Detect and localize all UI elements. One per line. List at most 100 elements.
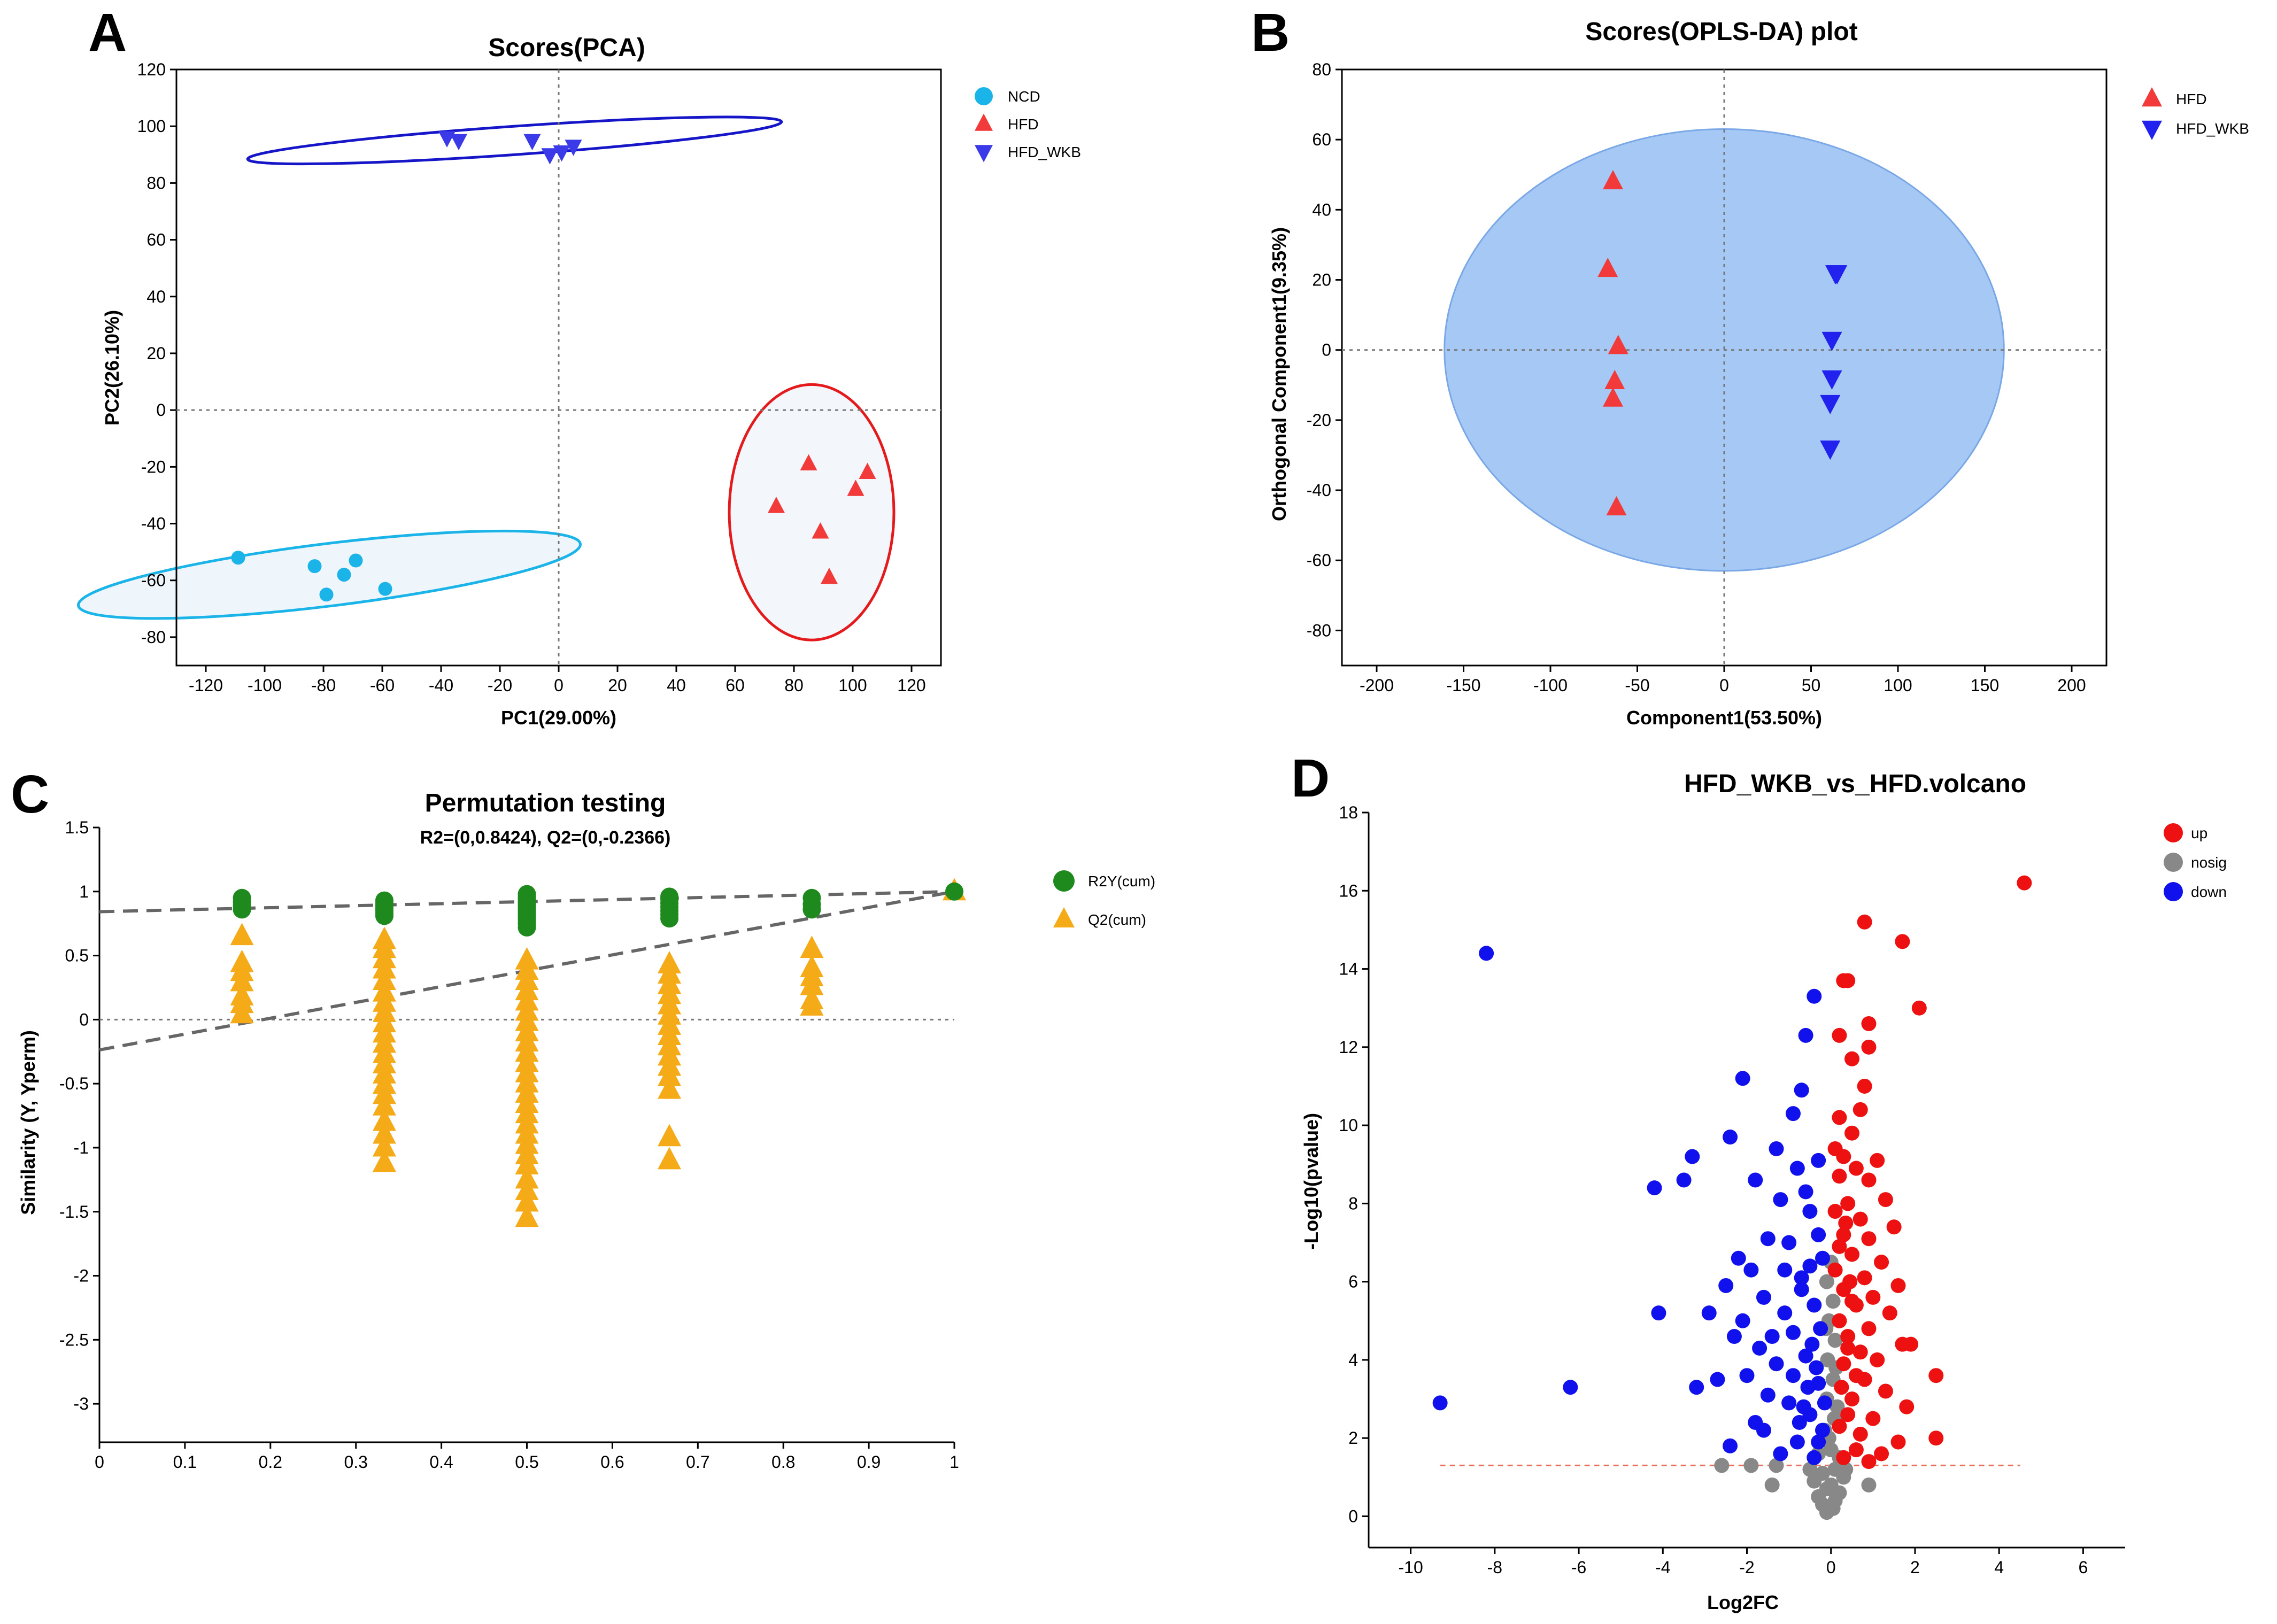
y-tick-label: -0.5 (59, 1074, 89, 1093)
x-tick-label: 2 (1910, 1558, 1920, 1577)
data-point (515, 1204, 539, 1227)
y-tick-label: -3 (74, 1394, 89, 1413)
data-point (1811, 1434, 1826, 1450)
pca-scores-chart: Scores(PCA) PC1(29.00%) PC2(26.10%) -120 -10… (76, 34, 1081, 729)
data-point (1701, 1305, 1717, 1321)
data-point (1802, 1461, 1818, 1477)
data-point (1823, 1477, 1839, 1492)
data-point (1821, 331, 1842, 351)
data-point (1853, 1211, 1868, 1227)
data-point (1827, 1333, 1843, 1348)
data-point (1815, 1250, 1830, 1266)
data-point (1832, 1169, 1847, 1184)
data-point (1836, 1450, 1851, 1465)
data-point (1604, 369, 1625, 389)
x-tick-label: 0 (554, 676, 564, 695)
y-tick-label: 8 (1348, 1194, 1358, 1213)
y-tick-label: 6 (1348, 1272, 1358, 1292)
data-point (1895, 934, 1910, 949)
data-point (1857, 1078, 1872, 1094)
x-tick-label: 0.4 (429, 1452, 453, 1472)
x-tick-label: 40 (667, 676, 686, 695)
data-point (1832, 1313, 1847, 1328)
data-point (1857, 914, 1872, 930)
data-point (1785, 1368, 1801, 1383)
data-point (1802, 1204, 1818, 1219)
y-tick-label: 20 (146, 344, 166, 363)
data-point (349, 553, 363, 568)
data-point (1777, 1305, 1793, 1321)
data-point (1710, 1372, 1725, 1387)
data-point (1825, 1294, 1841, 1309)
data-point (1861, 1172, 1877, 1188)
x-tick-label: -100 (1533, 676, 1568, 695)
data-point (1563, 1380, 1578, 1395)
data-point (319, 587, 334, 602)
legend-label: down (2191, 884, 2227, 900)
data-point (1890, 1278, 1906, 1293)
data-point (515, 1189, 539, 1212)
data-point (515, 1166, 539, 1189)
chart-title: HFD_WKB_vs_HFD.volcano (1684, 770, 2026, 798)
data-point (1840, 1196, 1856, 1211)
data-point (1603, 387, 1623, 407)
legend-marker (2164, 853, 2183, 872)
x-axis-label: PC1(29.00%) (501, 707, 616, 729)
data-point (515, 1152, 539, 1174)
data-point (1608, 335, 1628, 354)
x-tick-label: -50 (1625, 676, 1649, 695)
data-point (1811, 1227, 1826, 1242)
data-point (1647, 1180, 1662, 1196)
data-point (1760, 1231, 1776, 1247)
y-tick-label: -20 (141, 457, 166, 476)
data-point (1844, 1247, 1860, 1262)
legend-marker (975, 145, 993, 163)
y-tick-label: 1 (79, 882, 89, 901)
x-tick-label: -4 (1655, 1558, 1670, 1577)
data-point (1865, 1289, 1881, 1305)
data-point (800, 935, 824, 958)
data-point (233, 900, 251, 919)
y-tick-label: 0 (79, 1010, 89, 1029)
data-point (1802, 1258, 1818, 1274)
data-point (1878, 1192, 1893, 1208)
legend-label: HFD_WKB (1008, 144, 1081, 160)
x-tick-label: 80 (784, 676, 804, 695)
data-point (372, 956, 396, 979)
legend-marker (2164, 823, 2183, 842)
y-tick-label: 0 (156, 400, 166, 420)
x-tick-label: -120 (189, 676, 223, 695)
data-point (1807, 1450, 1822, 1465)
data-point (1832, 1419, 1847, 1434)
x-tick-label: 0.8 (771, 1452, 795, 1472)
x-tick-label: -20 (488, 676, 512, 695)
legend-marker (2164, 882, 2183, 901)
opls-da-scores-chart: Scores(OPLS-DA) plot Component1(53.50%) Or… (1268, 18, 2249, 729)
data-point (1861, 1321, 1877, 1336)
data-point (1785, 1325, 1801, 1340)
data-point (812, 522, 829, 539)
x-tick-label: -200 (1360, 676, 1394, 695)
data-point (1723, 1130, 1738, 1145)
x-tick-label: 0.7 (686, 1452, 709, 1472)
data-point (1840, 973, 1856, 988)
data-point (1882, 1305, 1897, 1321)
y-tick-label: 0 (1348, 1506, 1358, 1526)
legend-label: R2Y(cum) (1088, 873, 1155, 890)
x-axis-label: Component1(53.50%) (1626, 707, 1822, 729)
y-tick-label: -2 (74, 1266, 89, 1286)
data-point (1811, 1153, 1826, 1168)
y-tick-label: 4 (1348, 1350, 1358, 1370)
data-point (1804, 1336, 1820, 1352)
x-tick-label: -10 (1398, 1558, 1423, 1577)
data-point (1817, 1395, 1832, 1411)
x-tick-label: 100 (1884, 676, 1912, 695)
data-point (230, 969, 254, 992)
data-point (1928, 1368, 1944, 1383)
data-point (1857, 1270, 1872, 1286)
data-point (1878, 1383, 1893, 1399)
data-point (1748, 1172, 1763, 1188)
y-tick-label: 40 (1312, 200, 1331, 219)
legend-label: nosig (2191, 854, 2227, 871)
